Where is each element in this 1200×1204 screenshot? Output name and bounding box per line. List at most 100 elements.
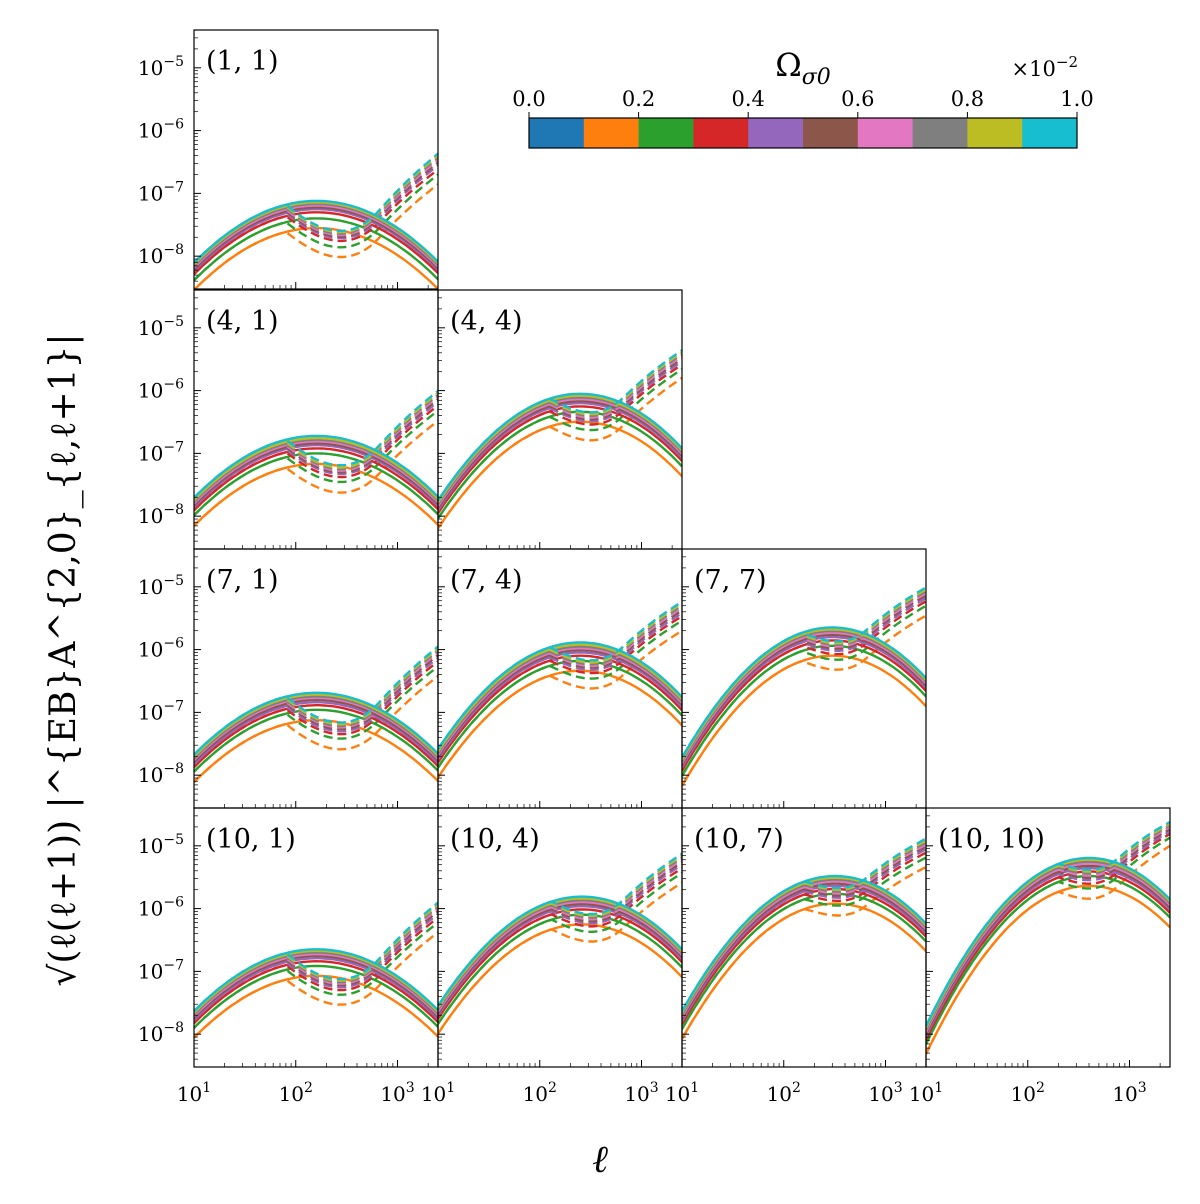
x-tick-label: 101 bbox=[177, 1080, 211, 1106]
solid-series-line bbox=[194, 217, 438, 282]
panel-lines bbox=[438, 852, 682, 1035]
colorbar-swatch bbox=[1022, 118, 1078, 148]
solid-series-line bbox=[194, 436, 438, 501]
dashed-series-line bbox=[194, 660, 438, 769]
y-tick-label: 10−6 bbox=[138, 636, 184, 662]
dashed-series-line bbox=[438, 351, 682, 504]
colorbar-label: Ωσ0 bbox=[775, 46, 831, 90]
solid-series-line bbox=[438, 904, 682, 1017]
solid-series-line bbox=[438, 410, 682, 520]
solid-series-line bbox=[194, 704, 438, 769]
solid-series-line bbox=[194, 959, 438, 1025]
dashed-series-line bbox=[194, 916, 438, 1025]
solid-series-line bbox=[438, 923, 682, 1035]
x-tick-label: 103 bbox=[868, 1080, 902, 1106]
panel-lines bbox=[438, 349, 682, 530]
solid-series-line bbox=[194, 949, 438, 1014]
solid-series-line bbox=[682, 626, 926, 759]
dashed-series-line bbox=[194, 907, 438, 1017]
panel-lines bbox=[194, 901, 438, 1039]
panel-8: 101 102 103 (10, 7) bbox=[665, 807, 927, 1106]
y-tick-label: 10−7 bbox=[138, 957, 184, 983]
solid-series-line bbox=[438, 659, 682, 769]
dashed-series-line bbox=[194, 905, 438, 1016]
colorbar: 0.0 0.2 0.4 0.6 0.8 1.0 Ωσ0 ×10−2 bbox=[512, 46, 1094, 149]
solid-series-line bbox=[194, 440, 438, 505]
solid-series-line bbox=[926, 874, 1170, 1045]
y-tick-label: 10−8 bbox=[138, 761, 184, 787]
y-tick-label: 10−8 bbox=[138, 1020, 184, 1046]
dashed-series-line bbox=[438, 629, 682, 779]
dashed-series-line bbox=[194, 649, 438, 760]
dashed-series-line bbox=[194, 398, 438, 507]
panel-9: 101 102 103 (10, 10) bbox=[909, 807, 1171, 1106]
dashed-series-line bbox=[194, 419, 438, 527]
panel-lines bbox=[682, 586, 926, 787]
dashed-series-line bbox=[194, 656, 438, 766]
dashed-series-line bbox=[194, 404, 438, 512]
dashed-series-line bbox=[438, 619, 682, 769]
solid-series-line bbox=[194, 953, 438, 1017]
solid-series-line bbox=[194, 948, 438, 1013]
dashed-series-line bbox=[438, 368, 682, 520]
solid-series-line bbox=[194, 964, 438, 1029]
solid-series-line bbox=[438, 669, 682, 779]
dashed-series-line bbox=[438, 606, 682, 756]
solid-series-line bbox=[682, 633, 926, 766]
solid-series-line bbox=[926, 867, 1170, 1037]
solid-series-line bbox=[438, 398, 682, 507]
dashed-series-line bbox=[438, 357, 682, 509]
y-tick-label: 10−6 bbox=[138, 895, 184, 921]
panel-lines bbox=[194, 152, 438, 289]
panel-lines bbox=[926, 820, 1170, 1055]
dashed-series-line bbox=[438, 856, 682, 1011]
solid-series-line bbox=[438, 399, 682, 509]
y-tick-label: 10−8 bbox=[138, 502, 184, 528]
panel-3: 10−8 10−7 10−6 10−5 (7, 1) bbox=[138, 548, 439, 809]
dashed-series-line bbox=[194, 395, 438, 505]
solid-series-line bbox=[194, 696, 438, 761]
dashed-series-line bbox=[438, 867, 682, 1020]
dashed-series-line bbox=[438, 615, 682, 764]
y-tick-label: 10−7 bbox=[138, 439, 184, 465]
dashed-series-line bbox=[194, 409, 438, 517]
dashed-series-line bbox=[194, 903, 438, 1014]
solid-series-line bbox=[194, 204, 438, 269]
dashed-series-line bbox=[438, 871, 682, 1025]
x-tick-label: 103 bbox=[380, 1080, 414, 1106]
dashed-series-line bbox=[194, 159, 438, 269]
panel-lines bbox=[438, 600, 682, 779]
solid-series-line bbox=[438, 651, 682, 760]
y-tick-label: 10−5 bbox=[138, 573, 184, 599]
colorbar-swatch bbox=[638, 118, 694, 148]
panel-label: (4, 1) bbox=[206, 306, 279, 337]
dashed-series-line bbox=[194, 164, 438, 272]
colorbar-swatch bbox=[803, 118, 859, 148]
y-tick-label: 10−6 bbox=[138, 117, 184, 143]
dashed-series-line bbox=[438, 600, 682, 750]
dashed-series-line bbox=[438, 881, 682, 1035]
dashed-series-line bbox=[438, 363, 682, 514]
solid-series-line bbox=[682, 884, 926, 1022]
colorbar-tick-label: 1.0 bbox=[1060, 87, 1093, 111]
panel-label: (7, 7) bbox=[694, 565, 767, 596]
colorbar-swatch bbox=[583, 118, 640, 148]
solid-series-line bbox=[194, 957, 438, 1022]
solid-series-line bbox=[194, 201, 438, 266]
dashed-series-line bbox=[438, 349, 682, 502]
solid-series-line bbox=[926, 884, 1170, 1055]
solid-series-line bbox=[194, 202, 438, 267]
dashed-series-line bbox=[194, 168, 438, 276]
colorbar-swatch bbox=[912, 118, 968, 148]
y-tick-label: 10−8 bbox=[138, 242, 184, 268]
dashed-series-line bbox=[194, 921, 438, 1029]
panel-label: (1, 1) bbox=[206, 46, 279, 77]
solid-series-line bbox=[438, 643, 682, 752]
dashed-series-line bbox=[438, 602, 682, 752]
solid-series-line bbox=[194, 452, 438, 517]
panel-label: (10, 7) bbox=[694, 824, 784, 855]
solid-series-line bbox=[194, 199, 438, 264]
solid-series-line bbox=[194, 444, 438, 508]
dashed-series-line bbox=[194, 391, 438, 501]
solid-series-line bbox=[194, 206, 438, 271]
